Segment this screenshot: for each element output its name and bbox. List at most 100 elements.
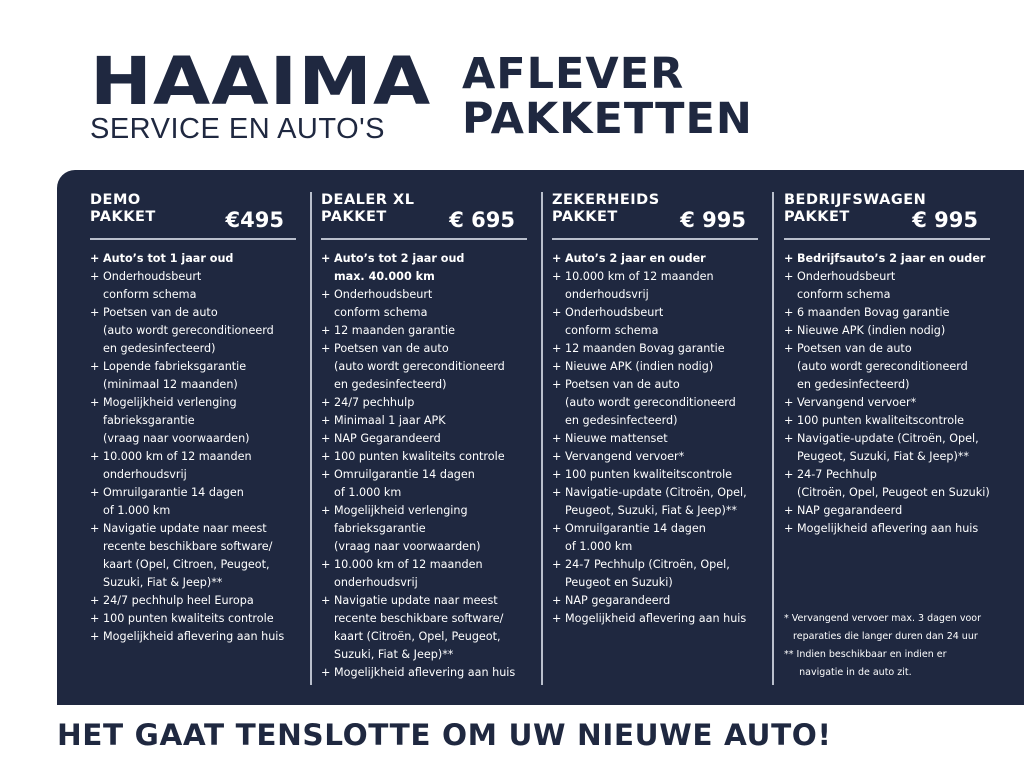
plus-bullet-icon: +	[90, 396, 100, 409]
feature-item: + Navigatie update naar meest recente besc…	[321, 592, 527, 664]
feature-text: Nieuwe mattenset	[565, 432, 668, 445]
feature-text: en gedesinfecteerd)	[334, 378, 447, 391]
feature-text: Navigatie update naar meest	[334, 594, 498, 607]
feature-item: +12 maanden garantie	[321, 322, 527, 340]
plus-bullet-icon: +	[321, 288, 331, 301]
package-features: + Auto’s tot 1 jaar oud + Onderhoudsbeurt co…	[90, 250, 296, 646]
feature-text: Onderhoudsbeurt	[797, 270, 896, 283]
plus-bullet-icon: +	[552, 486, 562, 499]
plus-bullet-icon: +	[784, 324, 794, 337]
feature-item: + Onderhoudsbeurt conform schema	[784, 268, 990, 304]
plus-bullet-icon: +	[784, 414, 794, 427]
feature-text: onderhoudsvrij	[565, 288, 649, 301]
plus-bullet-icon: +	[90, 630, 100, 643]
feature-item: + Navigatie-update (Citroën, Opel, Peugeot…	[784, 430, 990, 466]
plus-bullet-icon: +	[90, 252, 100, 265]
plus-bullet-icon: +	[90, 612, 100, 625]
title-line-2: PAKKETTEN	[462, 94, 753, 144]
feature-text: (minimaal 12 maanden)	[103, 378, 238, 391]
plus-bullet-icon: +	[552, 558, 562, 571]
feature-item: + Onderhoudsbeurt conform schema	[552, 304, 758, 340]
feature-text: Peugeot, Suzuki, Fiat & Jeep)**	[797, 450, 970, 463]
plus-bullet-icon: +	[90, 270, 100, 283]
feature-item: + Onderhoudsbeurt conform schema	[321, 286, 527, 322]
feature-item: + Vervangend vervoer*	[784, 394, 990, 412]
feature-text: fabrieksgarantie	[103, 414, 195, 427]
plus-bullet-icon: +	[552, 270, 562, 283]
title-line-1: AFLEVER	[462, 49, 685, 99]
package-name: DEALER XL PAKKET	[321, 192, 415, 225]
plus-bullet-icon: +	[552, 432, 562, 445]
feature-item: + Mogelijkheid verlenging fabrieksgarantie…	[90, 394, 296, 448]
plus-bullet-icon: +	[784, 432, 794, 445]
feature-text: Onderhoudsbeurt	[334, 288, 433, 301]
feature-item: + Navigatie update naar meest recente besc…	[90, 520, 296, 592]
feature-text: (Citroën, Opel, Peugeot en Suzuki)	[797, 486, 990, 499]
feature-item: + Minimaal 1 jaar APK	[321, 412, 527, 430]
package-header: DEALER XL PAKKET € 695	[321, 192, 527, 240]
feature-item: + Mogelijkheid aflevering aan huis	[90, 628, 296, 646]
footnote: ** Indien beschikbaar en indien er	[784, 649, 947, 660]
feature-item: + Onderhoudsbeurt conform schema	[90, 268, 296, 304]
feature-text: Poetsen van de auto	[565, 378, 680, 391]
feature-text: 24/7 pechhulp heel Europa	[103, 594, 254, 607]
plus-bullet-icon: +	[321, 324, 331, 337]
feature-text: 12 maanden garantie	[334, 324, 456, 337]
feature-text: Omruilgarantie 14 dagen	[334, 468, 475, 481]
feature-text: recente beschikbare software/	[103, 540, 273, 553]
feature-text: kaart (Opel, Citroen, Peugeot,	[103, 558, 270, 571]
feature-text: onderhoudsvrij	[103, 468, 187, 481]
feature-text: 24-7 Pechhulp (Citroën, Opel,	[565, 558, 730, 571]
plus-bullet-icon: +	[552, 306, 562, 319]
feature-text: 100 punten kwaliteitscontrole	[565, 468, 733, 481]
feature-item: + Mogelijkheid verlenging fabrieksgarantie…	[321, 502, 527, 556]
feature-text: onderhoudsvrij	[334, 576, 418, 589]
feature-text: NAP gegarandeerd	[565, 594, 671, 607]
column-divider	[310, 192, 312, 685]
feature-item: +24/7 pechhulp	[321, 394, 527, 412]
feature-text: Vervangend vervoer*	[797, 396, 917, 409]
feature-text: Bedrijfsauto’s 2 jaar en ouder	[797, 252, 986, 265]
feature-text: of 1.000 km	[103, 504, 171, 517]
feature-text: conform schema	[565, 324, 659, 337]
feature-text: (auto wordt gereconditioneerd	[797, 360, 968, 373]
feature-text: Navigatie update naar meest	[103, 522, 267, 535]
haaima-logo: HAAIMA SERVICE EN AUTO'S	[90, 49, 430, 145]
feature-text: (auto wordt gereconditioneerd	[103, 324, 274, 337]
feature-text: 10.000 km of 12 maanden	[565, 270, 714, 283]
feature-item: + NAP gegarandeerd	[552, 592, 758, 610]
feature-item: + Nieuwe APK (indien nodig)	[552, 358, 758, 376]
feature-item: +100 punten kwaliteitscontrole	[784, 412, 990, 430]
feature-text: Nieuwe APK (indien nodig)	[797, 324, 946, 337]
feature-text: 10.000 km of 12 maanden	[103, 450, 252, 463]
feature-item: + Omruilgarantie 14 dagen of 1.000 km	[321, 466, 527, 502]
plus-bullet-icon: +	[552, 252, 562, 265]
plus-bullet-icon: +	[321, 414, 331, 427]
feature-text: conform schema	[334, 306, 428, 319]
plus-bullet-icon: +	[552, 468, 562, 481]
feature-text: Auto’s tot 1 jaar oud	[103, 252, 234, 265]
feature-item: +100 punten kwaliteits controle	[321, 448, 527, 466]
plus-bullet-icon: +	[552, 594, 562, 607]
plus-bullet-icon: +	[552, 612, 562, 625]
feature-text: Nieuwe APK (indien nodig)	[565, 360, 714, 373]
feature-item: + Poetsen van de auto (auto wordt gerecond…	[90, 304, 296, 358]
package-header: DEMO PAKKET €495	[90, 192, 296, 240]
feature-text: Mogelijkheid verlenging	[334, 504, 468, 517]
package-header: ZEKERHEIDS PAKKET € 995	[552, 192, 758, 240]
package-name: DEMO PAKKET	[90, 192, 156, 225]
packages-panel: * Vervangend vervoer max. 3 dagen voor r…	[57, 170, 1024, 705]
feature-item: +12 maanden Bovag garantie	[552, 340, 758, 358]
feature-text: 100 punten kwaliteitscontrole	[797, 414, 965, 427]
plus-bullet-icon: +	[321, 468, 331, 481]
feature-text: en gedesinfecteerd)	[565, 414, 678, 427]
feature-item: + Nieuwe mattenset	[552, 430, 758, 448]
plus-bullet-icon: +	[321, 450, 331, 463]
plus-bullet-icon: +	[321, 252, 331, 265]
feature-text: 12 maanden Bovag garantie	[565, 342, 725, 355]
plus-bullet-icon: +	[784, 252, 794, 265]
feature-text: kaart (Citroën, Opel, Peugeot,	[334, 630, 501, 643]
feature-text: 6 maanden Bovag garantie	[797, 306, 950, 319]
package-price: € 995	[680, 208, 746, 232]
feature-text: conform schema	[797, 288, 891, 301]
